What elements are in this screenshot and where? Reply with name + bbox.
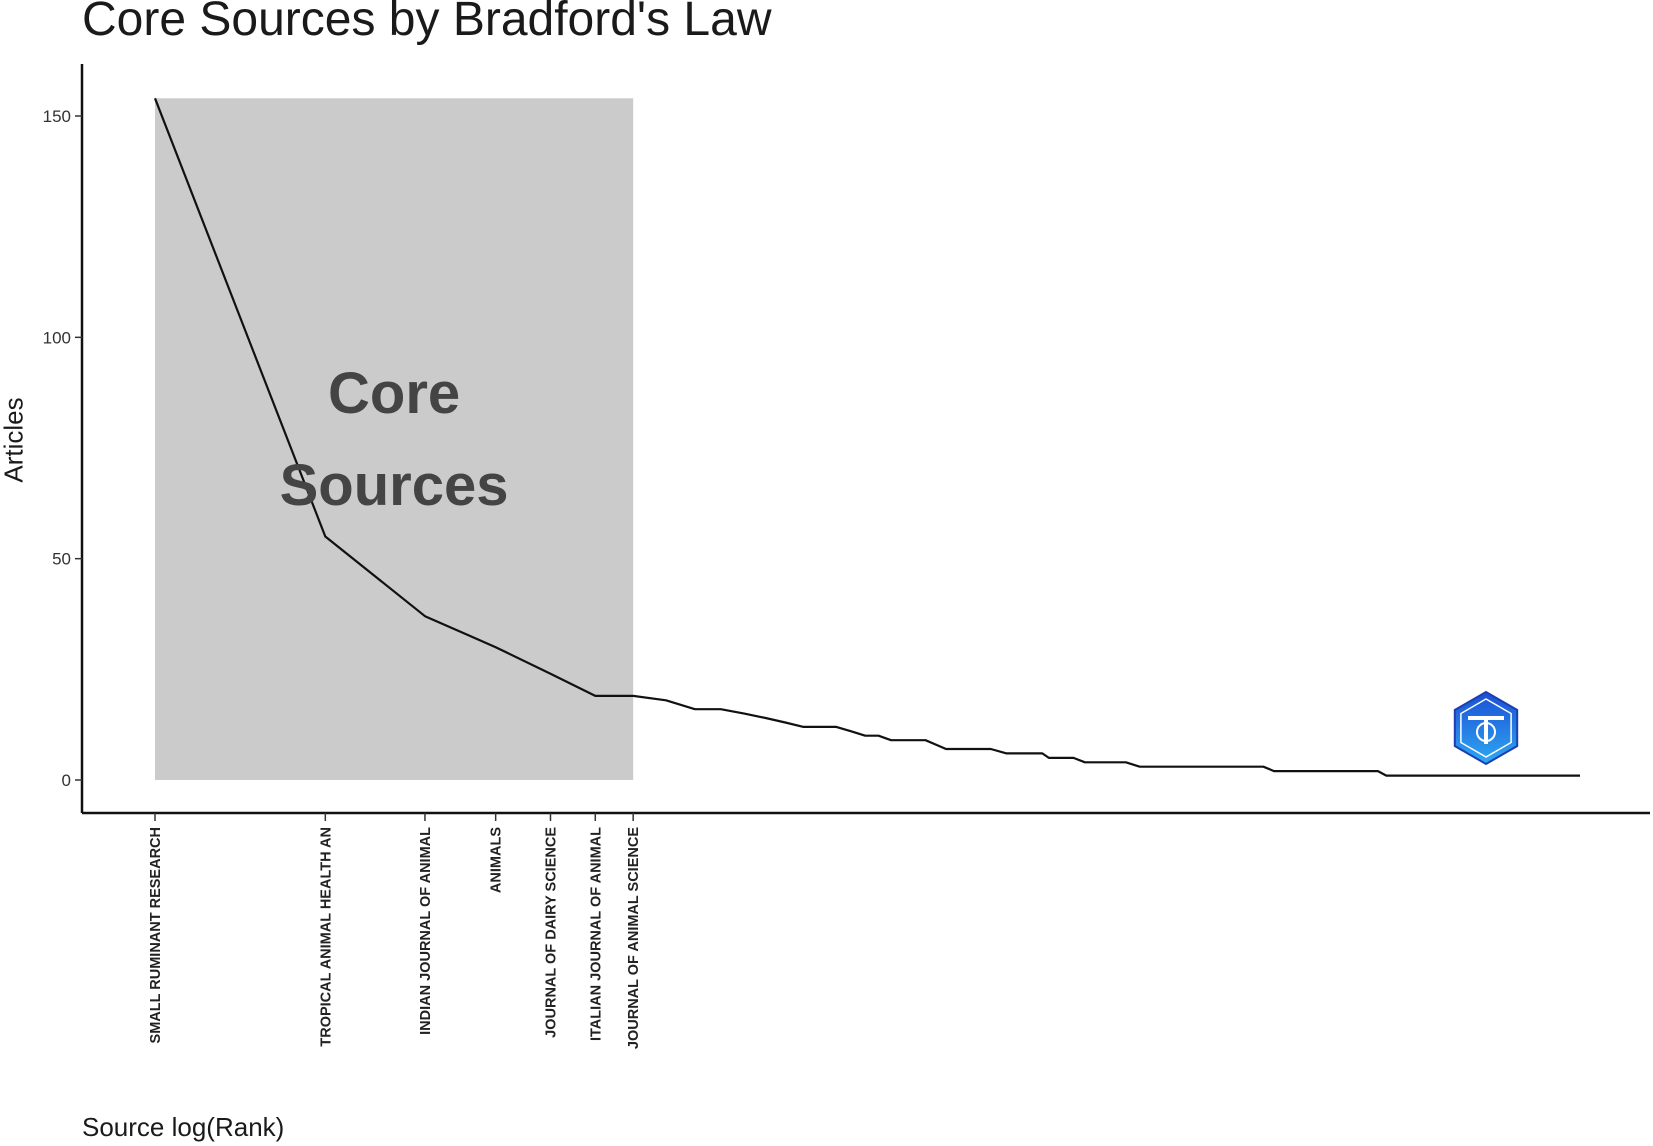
core-label-line: Sources [280,453,509,518]
chart-title: Core Sources by Bradford's Law [82,0,772,46]
x-tick-label: SMALL RUMINANT RESEARCH [148,827,164,1043]
y-tick-label: 100 [43,328,71,347]
x-tick-label: JOURNAL OF ANIMAL SCIENCE [626,827,642,1049]
y-tick-label: 150 [43,107,71,126]
x-tick-label: JOURNAL OF DAIRY SCIENCE [543,827,559,1038]
x-tick-label: ITALIAN JOURNAL OF ANIMAL [588,827,604,1041]
y-tick-label: 50 [52,550,71,569]
x-tick-label: INDIAN JOURNAL OF ANIMAL [418,827,434,1035]
core-label-line: Core [328,361,460,426]
x-tick-label: ANIMALS [489,827,505,893]
x-tick-label: TROPICAL ANIMAL HEALTH AN [318,827,334,1047]
y-tick-label: 0 [62,771,71,790]
x-axis-label: Source log(Rank) [82,1112,285,1142]
articles-line [153,97,1580,777]
core-sources-zone [155,98,634,780]
hexagon-seal-icon [1453,690,1519,766]
